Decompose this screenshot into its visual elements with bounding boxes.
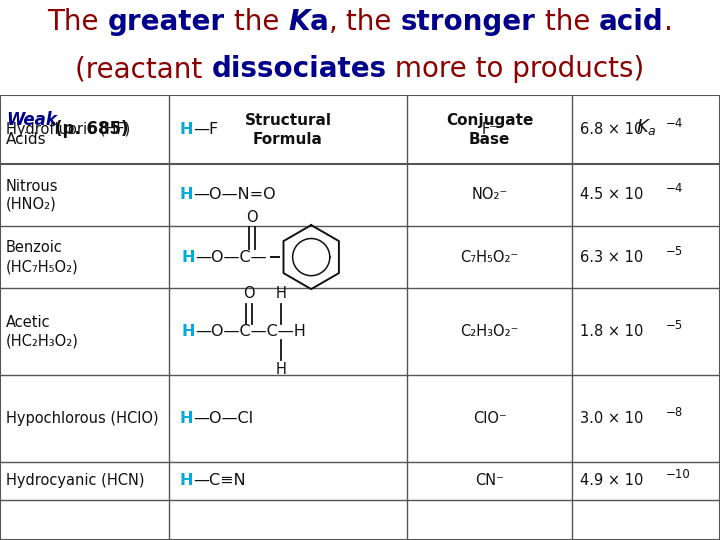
Text: the: the bbox=[225, 8, 288, 36]
Text: (HNO₂): (HNO₂) bbox=[6, 196, 57, 211]
Text: Hypochlorous (HClO): Hypochlorous (HClO) bbox=[6, 411, 158, 426]
Text: the: the bbox=[338, 8, 401, 36]
Text: —C≡N: —C≡N bbox=[193, 474, 246, 489]
Text: —O—Cl: —O—Cl bbox=[193, 411, 253, 426]
Text: a: a bbox=[310, 8, 328, 36]
Text: more to products): more to products) bbox=[387, 56, 644, 83]
Text: (p. 685): (p. 685) bbox=[55, 120, 128, 138]
Text: Base: Base bbox=[469, 132, 510, 146]
Text: O: O bbox=[246, 210, 258, 225]
Text: C₇H₅O₂⁻: C₇H₅O₂⁻ bbox=[461, 249, 518, 265]
Text: —F: —F bbox=[193, 122, 218, 137]
Text: —O—C—: —O—C— bbox=[195, 249, 267, 265]
Text: Structural: Structural bbox=[245, 112, 331, 127]
Text: K: K bbox=[288, 8, 310, 36]
Text: −8: −8 bbox=[665, 406, 683, 419]
Text: −4: −4 bbox=[665, 182, 683, 195]
Text: H: H bbox=[179, 122, 193, 137]
Text: Weak: Weak bbox=[6, 111, 57, 129]
Text: 1.8 × 10: 1.8 × 10 bbox=[580, 324, 644, 339]
Text: H: H bbox=[179, 474, 193, 489]
Text: Hydrocyanic (HCN): Hydrocyanic (HCN) bbox=[6, 474, 145, 489]
Text: 6.8 × 10: 6.8 × 10 bbox=[580, 122, 644, 137]
Text: 3.0 × 10: 3.0 × 10 bbox=[580, 411, 644, 426]
Text: C₂H₃O₂⁻: C₂H₃O₂⁻ bbox=[460, 324, 519, 339]
Text: —O—C—C—H: —O—C—C—H bbox=[195, 324, 306, 339]
Text: F⁻: F⁻ bbox=[482, 122, 498, 137]
Text: NO₂⁻: NO₂⁻ bbox=[472, 187, 508, 202]
Text: Hydrofluoric (HF): Hydrofluoric (HF) bbox=[6, 122, 130, 137]
Text: stronger: stronger bbox=[401, 8, 536, 36]
Text: Benzoic: Benzoic bbox=[6, 240, 63, 254]
Text: (reactant: (reactant bbox=[76, 56, 212, 83]
Text: −5: −5 bbox=[665, 319, 683, 332]
Text: (HC₇H₅O₂): (HC₇H₅O₂) bbox=[6, 260, 78, 275]
Text: H: H bbox=[179, 187, 193, 202]
Text: Acetic: Acetic bbox=[6, 315, 50, 330]
Text: The: The bbox=[48, 8, 108, 36]
Text: (HC₂H₃O₂): (HC₂H₃O₂) bbox=[6, 333, 79, 348]
Text: H: H bbox=[276, 286, 287, 301]
Text: ClO⁻: ClO⁻ bbox=[473, 411, 506, 426]
Text: 4.9 × 10: 4.9 × 10 bbox=[580, 474, 644, 489]
Text: —O—N=O: —O—N=O bbox=[193, 187, 276, 202]
Text: acid: acid bbox=[599, 8, 664, 36]
Text: Acids: Acids bbox=[6, 132, 47, 146]
Text: Formula: Formula bbox=[253, 132, 323, 146]
Text: H: H bbox=[276, 362, 287, 377]
Text: the: the bbox=[536, 8, 599, 36]
Text: O: O bbox=[243, 286, 255, 301]
Text: ,: , bbox=[328, 8, 338, 36]
Text: −10: −10 bbox=[665, 469, 690, 482]
Text: 4.5 × 10: 4.5 × 10 bbox=[580, 187, 644, 202]
Text: −4: −4 bbox=[665, 117, 683, 130]
Text: Nitrous: Nitrous bbox=[6, 179, 58, 194]
Text: H: H bbox=[181, 324, 194, 339]
Text: H: H bbox=[181, 249, 194, 265]
Text: $\mathit{K}_a$: $\mathit{K}_a$ bbox=[636, 117, 657, 137]
Text: .: . bbox=[664, 8, 672, 36]
Text: H: H bbox=[179, 411, 193, 426]
Text: CN⁻: CN⁻ bbox=[475, 474, 504, 489]
Text: dissociates: dissociates bbox=[212, 56, 387, 83]
Text: greater: greater bbox=[108, 8, 225, 36]
Text: 6.3 × 10: 6.3 × 10 bbox=[580, 249, 644, 265]
Text: −5: −5 bbox=[665, 245, 683, 258]
Text: Conjugate: Conjugate bbox=[446, 112, 534, 127]
